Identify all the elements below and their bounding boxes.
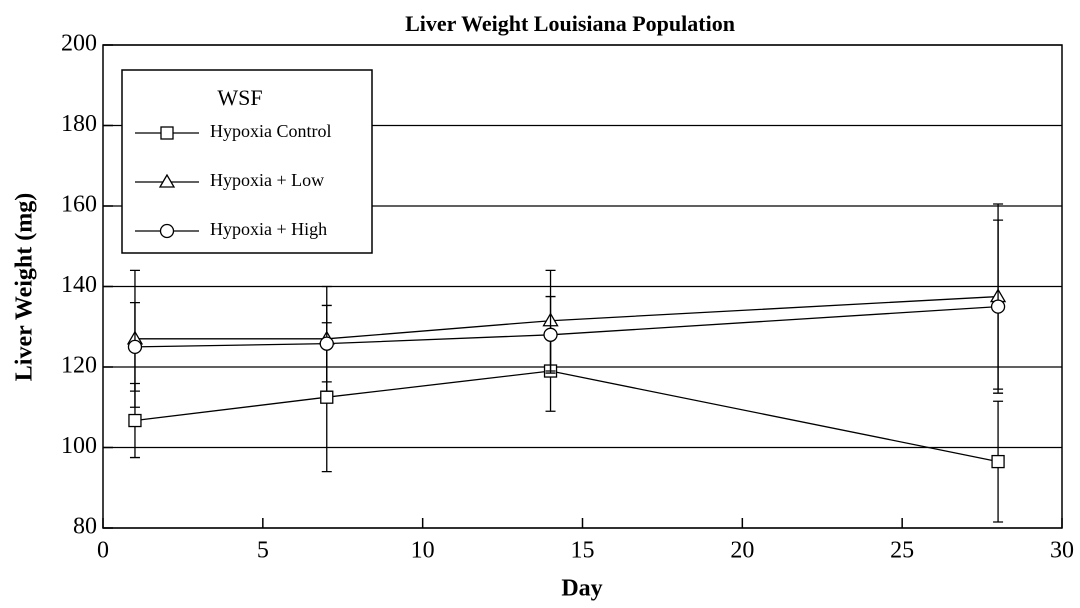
data-point — [543, 327, 558, 342]
legend-label: Hypoxia + Low — [210, 170, 324, 190]
y-axis-label: Liver Weight (mg) — [12, 193, 38, 381]
series-line — [134, 305, 999, 348]
x-tick-label: 15 — [571, 538, 595, 564]
y-tick-label: 200 — [61, 31, 97, 57]
y-tick-label: 140 — [61, 272, 97, 298]
chart-title: Liver Weight Louisiana Population — [405, 11, 735, 36]
legend-marker — [158, 173, 176, 188]
data-point — [319, 336, 334, 351]
x-tick-label: 5 — [257, 538, 269, 564]
legend-title: WSF — [217, 85, 262, 110]
data-point — [991, 454, 1005, 469]
legend-label: Hypoxia Control — [210, 121, 332, 141]
legend-marker — [160, 126, 174, 140]
x-tick-label: 0 — [97, 538, 109, 564]
y-tick-label: 100 — [61, 433, 97, 459]
series-line — [134, 370, 999, 463]
data-point — [127, 339, 143, 355]
legend-label: Hypoxia + High — [210, 219, 327, 239]
x-tick-label: 10 — [411, 538, 435, 564]
y-tick-label: 120 — [61, 353, 97, 379]
x-tick-label: 20 — [730, 538, 754, 564]
data-point — [320, 390, 334, 404]
y-tick-label: 160 — [61, 192, 97, 218]
x-axis-label: Day — [561, 576, 602, 602]
y-tick-label: 180 — [61, 111, 97, 137]
y-tick-label: 80 — [73, 514, 97, 540]
x-tick-label: 30 — [1050, 538, 1074, 564]
x-tick-label: 25 — [890, 538, 914, 564]
plot-frame — [102, 44, 1063, 529]
legend-box — [121, 69, 373, 254]
data-point — [128, 413, 142, 428]
data-point — [990, 299, 1006, 314]
series-line — [134, 295, 999, 340]
legend-marker — [159, 223, 175, 239]
